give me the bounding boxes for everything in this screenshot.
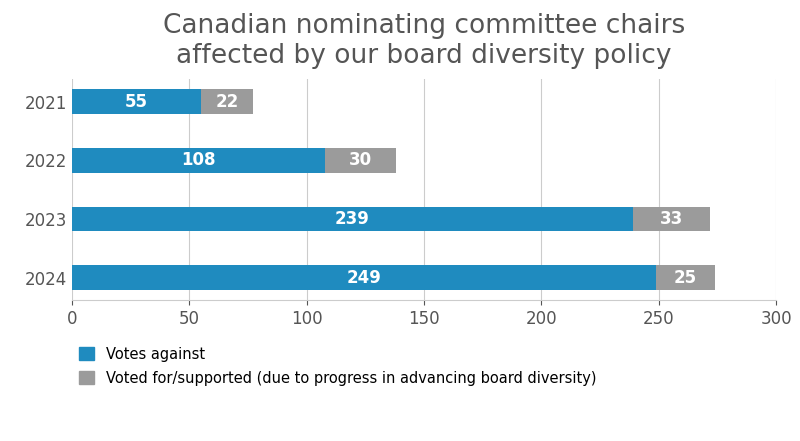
Text: 33: 33 xyxy=(660,210,683,228)
Text: 30: 30 xyxy=(349,151,372,169)
Text: 108: 108 xyxy=(182,151,216,169)
Text: 22: 22 xyxy=(215,93,238,111)
Text: 239: 239 xyxy=(335,210,370,228)
Text: 55: 55 xyxy=(125,93,148,111)
Bar xyxy=(72,90,201,114)
Bar xyxy=(326,148,396,172)
Bar xyxy=(201,90,253,114)
Title: Canadian nominating committee chairs
affected by our board diversity policy: Canadian nominating committee chairs aff… xyxy=(163,13,685,69)
Bar xyxy=(72,207,633,231)
Text: 25: 25 xyxy=(674,269,698,287)
Legend: Votes against, Voted for/supported (due to progress in advancing board diversity: Votes against, Voted for/supported (due … xyxy=(79,347,596,385)
Text: 249: 249 xyxy=(346,269,382,287)
Bar xyxy=(72,148,326,172)
Bar xyxy=(72,265,656,290)
Bar xyxy=(633,207,710,231)
Bar xyxy=(656,265,715,290)
